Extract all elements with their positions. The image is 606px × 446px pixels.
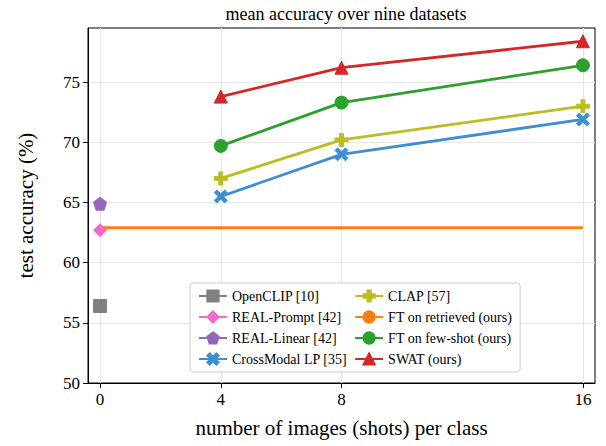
svg-text:OpenCLIP [10]: OpenCLIP [10] [232,289,319,304]
svg-text:4: 4 [217,390,226,409]
svg-text:70: 70 [63,133,80,152]
svg-text:SWAT (ours): SWAT (ours) [388,352,462,368]
svg-text:65: 65 [63,193,80,212]
svg-text:75: 75 [63,73,80,92]
svg-text:55: 55 [63,313,80,332]
svg-text:50: 50 [63,374,80,393]
svg-text:0: 0 [96,390,105,409]
svg-text:8: 8 [337,390,346,409]
svg-text:number of images (shots) per c: number of images (shots) per class [195,416,487,440]
svg-text:CLAP [57]: CLAP [57] [388,289,450,304]
svg-text:60: 60 [63,253,80,272]
svg-text:REAL-Linear [42]: REAL-Linear [42] [232,331,337,346]
svg-text:FT on few-shot (ours): FT on few-shot (ours) [388,331,511,347]
svg-text:CrossModal LP [35]: CrossModal LP [35] [232,352,347,367]
svg-text:REAL-Prompt [42]: REAL-Prompt [42] [232,310,341,325]
svg-text:mean accuracy over nine datase: mean accuracy over nine datasets [226,4,467,24]
svg-text:test accuracy (%): test accuracy (%) [14,133,38,279]
svg-text:FT on retrieved (ours): FT on retrieved (ours) [388,310,512,326]
svg-text:16: 16 [574,390,591,409]
